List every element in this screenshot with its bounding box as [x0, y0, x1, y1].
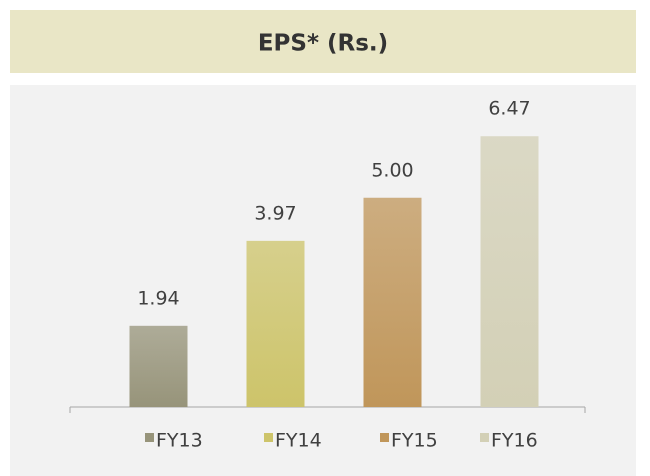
value-label: 6.47 — [488, 98, 530, 120]
plot-panel — [10, 85, 636, 476]
legend-swatch — [264, 433, 273, 442]
bar — [246, 240, 305, 407]
legend-label: FY16 — [491, 430, 538, 452]
bar — [363, 197, 422, 407]
bar — [480, 136, 539, 407]
value-label: 5.00 — [371, 159, 413, 181]
legend-label: FY13 — [156, 430, 203, 452]
bar — [129, 325, 188, 407]
value-label: 3.97 — [254, 202, 296, 224]
chart-title: EPS* (Rs.) — [258, 31, 388, 57]
legend-swatch — [480, 433, 489, 442]
legend-swatch — [145, 433, 154, 442]
value-label: 1.94 — [137, 287, 179, 309]
legend-label: FY15 — [391, 430, 438, 452]
legend-swatch — [380, 433, 389, 442]
title-banner — [10, 10, 636, 73]
legend-label: FY14 — [275, 430, 322, 452]
